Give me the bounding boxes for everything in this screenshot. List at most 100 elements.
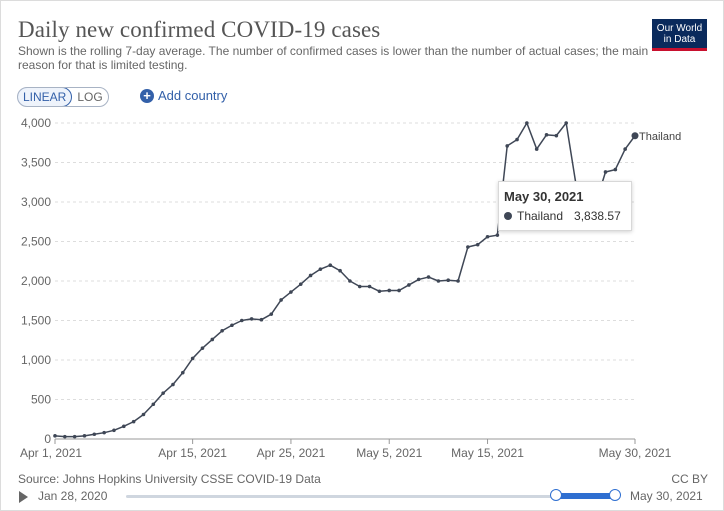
y-tick-label: 1,500 bbox=[21, 314, 51, 328]
timeline: Jan 28, 2020 May 30, 2021 bbox=[0, 488, 724, 508]
data-point bbox=[171, 382, 175, 387]
y-tick-label: 3,500 bbox=[21, 156, 51, 170]
tooltip-row: Thailand 3,838.57 bbox=[504, 209, 621, 223]
x-axis-ticks: Apr 1, 2021 Apr 15, 2021 Apr 25, 2021 May 5… bbox=[20, 439, 672, 460]
data-point bbox=[328, 263, 333, 268]
data-point bbox=[53, 434, 57, 438]
logo-line-1: Our World bbox=[656, 23, 703, 34]
data-point bbox=[161, 391, 165, 395]
hover-tooltip: May 30, 2021 Thailand 3,838.57 bbox=[498, 181, 632, 231]
data-point bbox=[407, 283, 411, 287]
data-point bbox=[613, 167, 618, 172]
scale-toggle: LINEAR LOG bbox=[17, 87, 109, 107]
y-axis-ticks: 0 500 1,000 1,500 2,000 2,500 3,000 3,500 4,000 bbox=[21, 116, 51, 446]
x-tick-label: Apr 15, 2021 bbox=[158, 446, 227, 460]
x-tick-label: Apr 1, 2021 bbox=[20, 446, 82, 460]
linear-scale-button[interactable]: LINEAR bbox=[17, 88, 73, 106]
owid-logo[interactable]: Our World in Data bbox=[652, 19, 707, 51]
log-scale-button[interactable]: LOG bbox=[77, 90, 103, 104]
grid-lines bbox=[55, 122, 635, 440]
line-chart: 05001,0001,5002,0002,5003,0003,5004,000 … bbox=[20, 116, 681, 460]
y-tick-label: 0 bbox=[44, 432, 51, 446]
series-end-label: Thailand bbox=[639, 131, 681, 143]
data-point bbox=[63, 434, 67, 439]
data-point bbox=[426, 275, 431, 279]
data-point bbox=[377, 289, 382, 294]
license-link[interactable]: CC BY bbox=[671, 472, 708, 486]
data-point bbox=[92, 432, 97, 437]
data-point bbox=[289, 290, 293, 294]
timeline-end-handle[interactable] bbox=[609, 489, 621, 501]
tooltip-series: Thailand bbox=[517, 209, 564, 223]
data-point bbox=[534, 147, 539, 151]
series-dot-icon bbox=[504, 212, 512, 220]
data-point bbox=[190, 356, 195, 361]
data-point bbox=[603, 170, 608, 174]
data-point bbox=[269, 312, 274, 316]
data-point bbox=[623, 147, 627, 151]
chart-subtitle: Shown is the rolling 7-day average. The … bbox=[18, 44, 649, 72]
add-country-button[interactable]: + Add country bbox=[140, 88, 227, 103]
data-point bbox=[72, 434, 77, 439]
series-line-thailand bbox=[54, 122, 636, 438]
plus-circle-icon: + bbox=[140, 88, 154, 103]
data-point bbox=[357, 284, 362, 289]
y-tick-label: 500 bbox=[31, 393, 51, 407]
data-point bbox=[397, 288, 401, 293]
tooltip-date: May 30, 2021 bbox=[504, 189, 584, 204]
data-point bbox=[239, 318, 244, 323]
data-point bbox=[475, 242, 480, 247]
add-country-label: Add country bbox=[158, 88, 228, 103]
timeline-selected-range bbox=[556, 493, 614, 499]
data-point bbox=[554, 133, 559, 138]
x-tick-label: May 5, 2021 bbox=[356, 446, 422, 460]
data-point bbox=[102, 430, 106, 435]
data-point bbox=[151, 402, 156, 407]
data-point bbox=[279, 298, 283, 302]
data-point bbox=[495, 233, 500, 237]
timeline-end-label: May 30, 2021 bbox=[630, 489, 703, 503]
y-tick-label: 4,000 bbox=[21, 116, 51, 130]
tooltip-value: 3,838.57 bbox=[574, 209, 621, 223]
data-point bbox=[122, 424, 126, 429]
source-note[interactable]: Source: Johns Hopkins University CSSE CO… bbox=[18, 472, 321, 486]
data-point bbox=[544, 133, 549, 137]
data-point bbox=[249, 317, 254, 321]
data-point bbox=[367, 284, 372, 289]
data-point bbox=[515, 137, 519, 142]
data-point bbox=[141, 412, 146, 417]
data-point bbox=[338, 268, 342, 273]
x-tick-label: May 15, 2021 bbox=[451, 446, 524, 460]
data-point bbox=[446, 278, 451, 283]
timeline-start-label: Jan 28, 2020 bbox=[38, 489, 108, 503]
y-tick-label: 1,000 bbox=[21, 353, 51, 367]
logo-line-2: in Data bbox=[663, 34, 696, 45]
timeline-start-handle[interactable] bbox=[550, 489, 562, 501]
y-tick-label: 2,000 bbox=[21, 274, 51, 288]
y-tick-label: 3,000 bbox=[21, 195, 51, 209]
x-tick-label: Apr 25, 2021 bbox=[257, 446, 326, 460]
data-point bbox=[210, 337, 215, 342]
timeline-track[interactable] bbox=[126, 495, 616, 498]
data-point bbox=[466, 245, 470, 249]
data-point bbox=[200, 346, 205, 350]
series-layer: Thailand bbox=[53, 121, 681, 439]
data-point bbox=[308, 273, 313, 278]
play-icon[interactable] bbox=[19, 491, 28, 503]
data-point bbox=[348, 279, 352, 283]
data-point bbox=[456, 279, 460, 283]
data-point bbox=[259, 317, 264, 322]
data-point bbox=[230, 323, 234, 328]
data-point bbox=[112, 428, 116, 433]
data-point bbox=[387, 288, 392, 293]
data-point bbox=[298, 282, 303, 286]
data-point bbox=[82, 434, 87, 438]
data-point bbox=[180, 370, 185, 375]
chart-title: Daily new confirmed COVID-19 cases bbox=[18, 17, 381, 42]
data-point bbox=[525, 121, 529, 125]
data-point bbox=[436, 279, 441, 283]
data-point bbox=[505, 144, 510, 148]
data-point bbox=[318, 267, 323, 271]
data-point bbox=[220, 328, 224, 333]
y-tick-label: 2,500 bbox=[21, 235, 51, 249]
